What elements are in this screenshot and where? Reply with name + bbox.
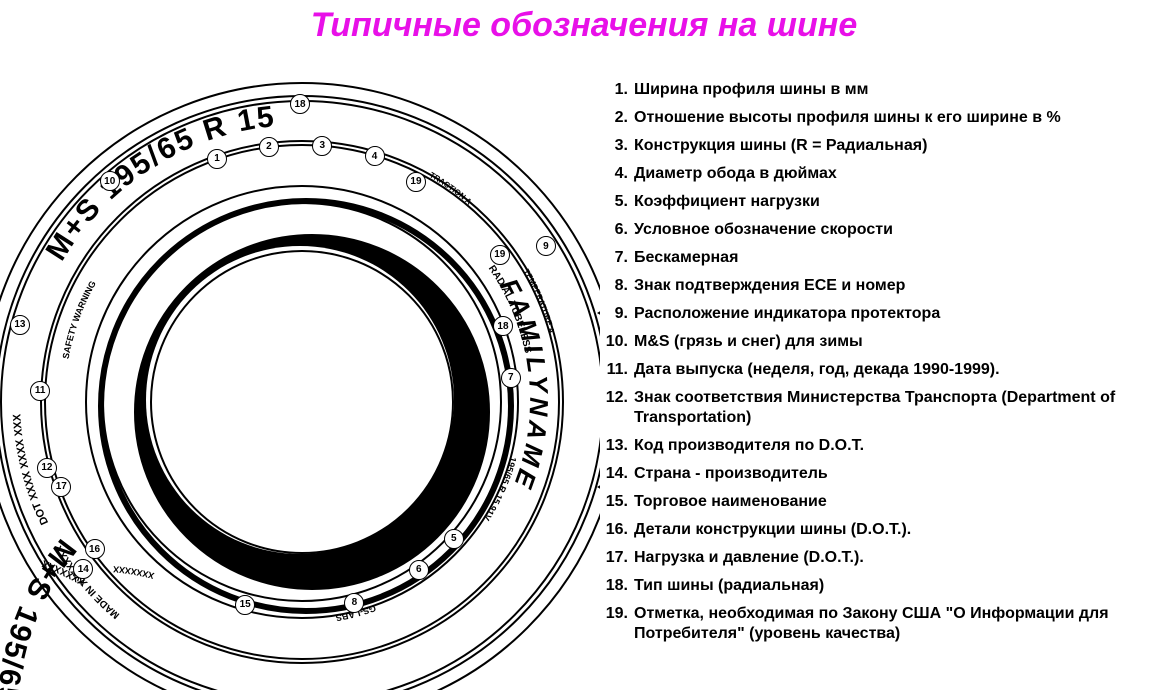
legend-item-number: 9. bbox=[600, 304, 628, 324]
tire-marker: 16 bbox=[85, 539, 105, 559]
tire-marker: 7 bbox=[501, 368, 521, 388]
legend-item: 16. Детали конструкции шины (D.O.T.). bbox=[600, 520, 1160, 540]
legend-list: 1. Ширина профиля шины в мм 2. Отношение вы… bbox=[600, 80, 1160, 652]
legend-item: 17. Нагрузка и давление (D.O.T.). bbox=[600, 548, 1160, 568]
legend-item-number: 7. bbox=[600, 248, 628, 268]
legend-item-text: Дата выпуска (неделя, год, декада 1990-1… bbox=[634, 360, 1160, 380]
legend-item-number: 5. bbox=[600, 192, 628, 212]
tire-marker: 2 bbox=[259, 137, 279, 157]
tire-marker: 8 bbox=[344, 593, 364, 613]
legend-item-text: Страна - производитель bbox=[634, 464, 1160, 484]
legend-item-text: Детали конструкции шины (D.O.T.). bbox=[634, 520, 1160, 540]
legend-item: 14. Страна - производитель bbox=[600, 464, 1160, 484]
legend-item-text: Бескамерная bbox=[634, 248, 1160, 268]
tire-marker: 10 bbox=[100, 171, 120, 191]
legend-item: 8. Знак подтверждения ECE и номер bbox=[600, 276, 1160, 296]
legend-item-number: 18. bbox=[600, 576, 628, 596]
tire-ring bbox=[150, 250, 454, 554]
tread-indicator-icon bbox=[597, 481, 600, 493]
legend-item: 3. Конструкция шины (R = Радиальная) bbox=[600, 136, 1160, 156]
legend-item-text: Торговое наименование bbox=[634, 492, 1160, 512]
tread-indicator-icon bbox=[597, 307, 600, 319]
legend-item: 19. Отметка, необходимая по Закону США "О… bbox=[600, 604, 1160, 644]
legend-item: 4. Диаметр обода в дюймах bbox=[600, 164, 1160, 184]
legend-item: 6. Условное обозначение скорости bbox=[600, 220, 1160, 240]
tire-marker: 12 bbox=[37, 458, 57, 478]
legend-item-text: Знак подтверждения ECE и номер bbox=[634, 276, 1160, 296]
tire-marker: 11 bbox=[30, 381, 50, 401]
legend-item-number: 10. bbox=[600, 332, 628, 352]
tire-marker: 15 bbox=[235, 595, 255, 615]
legend-item: 12. Знак соответствия Министерства Трансп… bbox=[600, 388, 1160, 428]
legend-item-text: Коэффициент нагрузки bbox=[634, 192, 1160, 212]
legend-item-text: Расположение индикатора протектора bbox=[634, 304, 1160, 324]
legend-item-number: 14. bbox=[600, 464, 628, 484]
legend-item-number: 15. bbox=[600, 492, 628, 512]
page: Типичные обозначения на шине 1. Ширина пр… bbox=[0, 0, 1168, 690]
legend-item: 5. Коэффициент нагрузки bbox=[600, 192, 1160, 212]
legend-item-text: Тип шины (радиальная) bbox=[634, 576, 1160, 596]
tire-diagram: M+S 195/65 R 15FAMILYNAMEM+S 195/65 R 15… bbox=[0, 80, 600, 690]
legend-item-text: Отношение высоты профиля шины к его шири… bbox=[634, 108, 1160, 128]
tire-marker: 9 bbox=[536, 236, 556, 256]
tire-marker: 4 bbox=[365, 146, 385, 166]
legend-item-text: Конструкция шины (R = Радиальная) bbox=[634, 136, 1160, 156]
legend-item: 9. Расположение индикатора протектора bbox=[600, 304, 1160, 324]
legend-item-number: 16. bbox=[600, 520, 628, 540]
legend-item-number: 2. bbox=[600, 108, 628, 128]
legend-item: 1. Ширина профиля шины в мм bbox=[600, 80, 1160, 100]
tire-marker: 13 bbox=[10, 315, 30, 335]
legend-item-text: Нагрузка и давление (D.O.T.). bbox=[634, 548, 1160, 568]
legend-item-number: 8. bbox=[600, 276, 628, 296]
tire-marker: 19 bbox=[406, 172, 426, 192]
legend-item-number: 17. bbox=[600, 548, 628, 568]
page-title: Типичные обозначения на шине bbox=[0, 6, 1168, 45]
legend-item-number: 13. bbox=[600, 436, 628, 456]
legend-item-text: M&S (грязь и снег) для зимы bbox=[634, 332, 1160, 352]
tire-marker: 19 bbox=[490, 245, 510, 265]
legend-item-text: Диаметр обода в дюймах bbox=[634, 164, 1160, 184]
legend-item-number: 6. bbox=[600, 220, 628, 240]
legend-item: 11. Дата выпуска (неделя, год, декада 199… bbox=[600, 360, 1160, 380]
tire-marker: 18 bbox=[493, 316, 513, 336]
legend-item: 13. Код производителя по D.O.T. bbox=[600, 436, 1160, 456]
legend-item: 7. Бескамерная bbox=[600, 248, 1160, 268]
tire: M+S 195/65 R 15FAMILYNAMEM+S 195/65 R 15… bbox=[0, 80, 600, 690]
legend-item-text: Отметка, необходимая по Закону США "О Ин… bbox=[634, 604, 1160, 644]
tire-marker: 14 bbox=[73, 559, 93, 579]
legend-item-number: 19. bbox=[600, 604, 628, 624]
tire-marker: 1 bbox=[207, 149, 227, 169]
legend-item-number: 4. bbox=[600, 164, 628, 184]
tire-marker: 3 bbox=[312, 136, 332, 156]
legend-item: 15. Торговое наименование bbox=[600, 492, 1160, 512]
tire-marker: 5 bbox=[444, 529, 464, 549]
tire-marker: 18 bbox=[290, 94, 310, 114]
tire-marker: 17 bbox=[51, 477, 71, 497]
tire-marker: 6 bbox=[409, 560, 429, 580]
legend-item-number: 1. bbox=[600, 80, 628, 100]
legend-item-text: Код производителя по D.O.T. bbox=[634, 436, 1160, 456]
legend-item: 18. Тип шины (радиальная) bbox=[600, 576, 1160, 596]
legend-item-text: Условное обозначение скорости bbox=[634, 220, 1160, 240]
legend-item: 2. Отношение высоты профиля шины к его ши… bbox=[600, 108, 1160, 128]
legend-item-number: 3. bbox=[600, 136, 628, 156]
legend-item: 10. M&S (грязь и снег) для зимы bbox=[600, 332, 1160, 352]
legend-item-text: Знак соответствия Министерства Транспорт… bbox=[634, 388, 1160, 428]
legend-item-number: 12. bbox=[600, 388, 628, 408]
legend-item-number: 11. bbox=[600, 360, 628, 380]
legend-item-text: Ширина профиля шины в мм bbox=[634, 80, 1160, 100]
